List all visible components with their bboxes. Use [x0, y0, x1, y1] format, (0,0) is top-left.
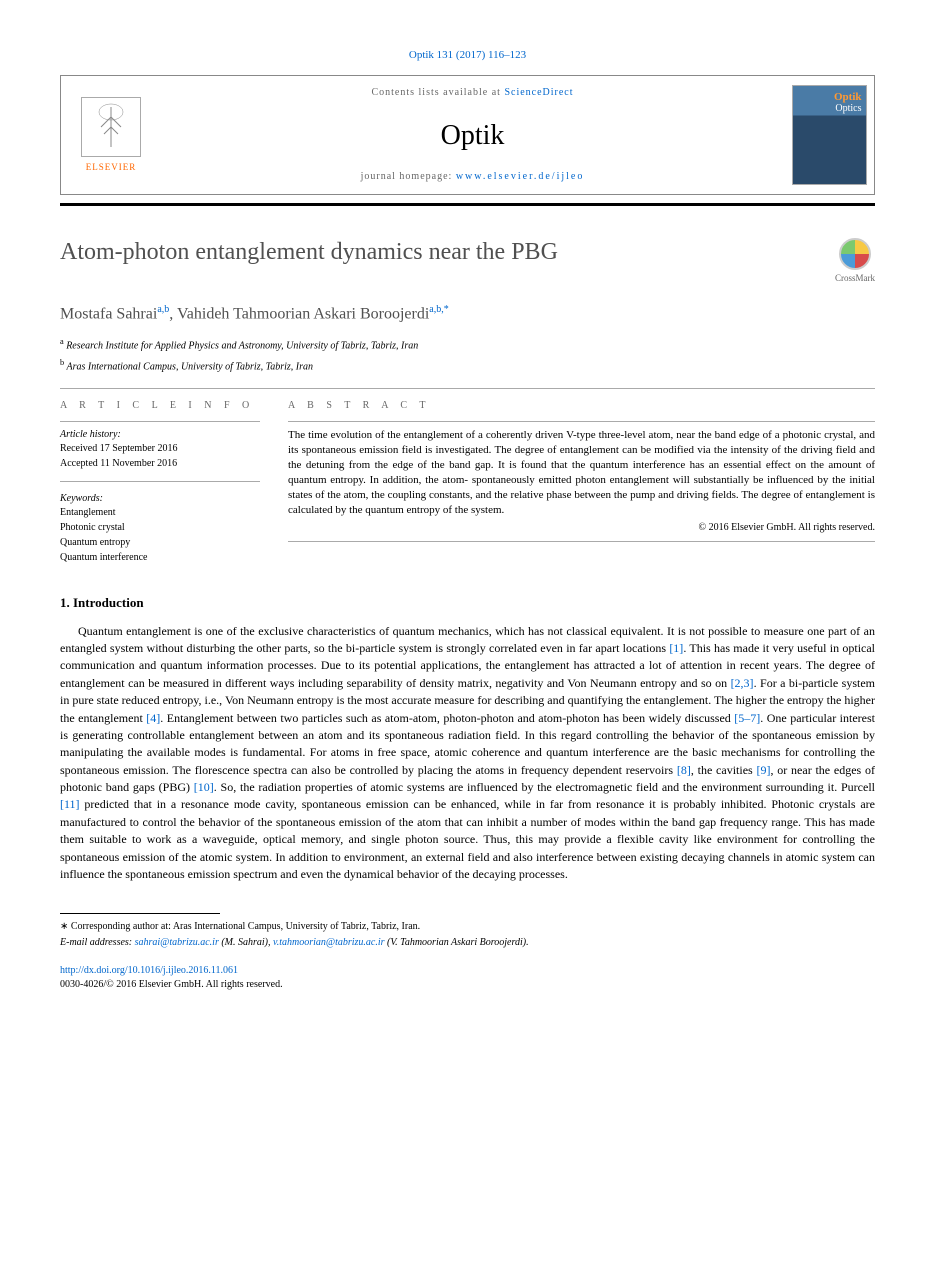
received-date: Received 17 September 2016 — [60, 442, 260, 456]
emails-line: E-mail addresses: sahrai@tabrizu.ac.ir (… — [60, 936, 875, 950]
sciencedirect-link[interactable]: ScienceDirect — [504, 87, 573, 98]
header-center: Contents lists available at ScienceDirec… — [161, 76, 784, 194]
affiliation-a: a Research Institute for Applied Physics… — [60, 336, 875, 353]
crossmark-badge[interactable]: CrossMark — [835, 238, 875, 285]
abstract-heading: a b s t r a c t — [288, 399, 875, 413]
keyword-2: Photonic crystal — [60, 521, 260, 535]
accepted-date: Accepted 11 November 2016 — [60, 457, 260, 471]
corresponding-note: ∗ Corresponding author at: Aras Internat… — [60, 920, 875, 934]
article-info-heading: a r t i c l e i n f o — [60, 399, 260, 413]
doi-block: http://dx.doi.org/10.1016/j.ijleo.2016.1… — [60, 964, 875, 978]
journal-homepage: journal homepage: www.elsevier.de/ijleo — [161, 170, 784, 184]
doi-link[interactable]: http://dx.doi.org/10.1016/j.ijleo.2016.1… — [60, 965, 238, 976]
email-1-name: (M. Sahrai), — [221, 937, 270, 948]
keywords-label: Keywords: — [60, 492, 260, 506]
affil-sup-b: b — [60, 358, 64, 367]
publisher-logo: ELSEVIER — [61, 76, 161, 194]
keyword-1: Entanglement — [60, 506, 260, 520]
abstract-col: a b s t r a c t The time evolution of th… — [288, 399, 875, 566]
star-icon: ∗ — [60, 921, 71, 932]
ref-link[interactable]: [9] — [756, 763, 770, 777]
intro-body: Quantum entanglement is one of the exclu… — [60, 623, 875, 884]
footnote-rule — [60, 913, 220, 914]
email-2-name: (V. Tahmoorian Askari Boroojerdi). — [387, 937, 529, 948]
ref-link[interactable]: [10] — [194, 780, 214, 794]
contents-available: Contents lists available at ScienceDirec… — [161, 86, 784, 100]
affil-text-a: Research Institute for Applied Physics a… — [66, 340, 418, 351]
author-1: Mostafa Sahrai — [60, 305, 157, 322]
homepage-prefix: journal homepage: — [361, 171, 456, 182]
contents-prefix: Contents lists available at — [371, 87, 504, 98]
abstract-copyright: © 2016 Elsevier GmbH. All rights reserve… — [288, 521, 875, 535]
author-1-affil: a,b — [157, 304, 169, 315]
abstract-text: The time evolution of the entanglement o… — [288, 428, 875, 517]
crossmark-label: CrossMark — [835, 272, 875, 285]
cover-image — [792, 85, 867, 185]
abstract-rule-bottom — [288, 541, 875, 542]
ref-link[interactable]: [4] — [146, 711, 160, 725]
journal-cover — [784, 76, 874, 194]
affil-text-b: Aras International Campus, University of… — [67, 361, 314, 372]
info-rule-2 — [60, 481, 260, 482]
homepage-link[interactable]: www.elsevier.de/ijleo — [456, 171, 585, 182]
elsevier-tree-icon — [81, 97, 141, 157]
emails-label: E-mail addresses: — [60, 937, 132, 948]
journal-name: Optik — [161, 116, 784, 155]
ref-link[interactable]: [11] — [60, 797, 80, 811]
author-2: Vahideh Tahmoorian Askari Boroojerdi — [177, 305, 429, 322]
ref-link[interactable]: [1] — [669, 641, 683, 655]
article-title: Atom-photon entanglement dynamics near t… — [60, 238, 558, 267]
header-rule — [60, 203, 875, 206]
affiliation-b: b Aras International Campus, University … — [60, 357, 875, 374]
corresponding-text: Corresponding author at: Aras Internatio… — [71, 921, 420, 932]
ref-link[interactable]: [5–7] — [734, 711, 760, 725]
email-2[interactable]: v.tahmoorian@tabrizu.ac.ir — [273, 937, 385, 948]
publisher-name: ELSEVIER — [86, 161, 137, 174]
divider-top — [60, 388, 875, 389]
article-info-col: a r t i c l e i n f o Article history: R… — [60, 399, 260, 566]
authors: Mostafa Sahrai a,b, Vahideh Tahmoorian As… — [60, 303, 875, 326]
journal-header: ELSEVIER Contents lists available at Sci… — [60, 75, 875, 195]
crossmark-icon — [839, 238, 871, 270]
corresponding-star: * — [444, 304, 449, 315]
abstract-rule — [288, 421, 875, 422]
author-2-affil: a,b, — [429, 304, 443, 315]
keyword-3: Quantum entropy — [60, 536, 260, 550]
email-1[interactable]: sahrai@tabrizu.ac.ir — [135, 937, 219, 948]
history-label: Article history: — [60, 428, 260, 442]
section-intro-heading: 1. Introduction — [60, 594, 875, 612]
issn-line: 0030-4026/© 2016 Elsevier GmbH. All righ… — [60, 978, 875, 992]
ref-link[interactable]: [2,3] — [731, 676, 754, 690]
citation-header: Optik 131 (2017) 116–123 — [60, 48, 875, 63]
affil-sup-a: a — [60, 337, 64, 346]
keyword-4: Quantum interference — [60, 551, 260, 565]
info-rule-1 — [60, 421, 260, 422]
ref-link[interactable]: [8] — [677, 763, 691, 777]
